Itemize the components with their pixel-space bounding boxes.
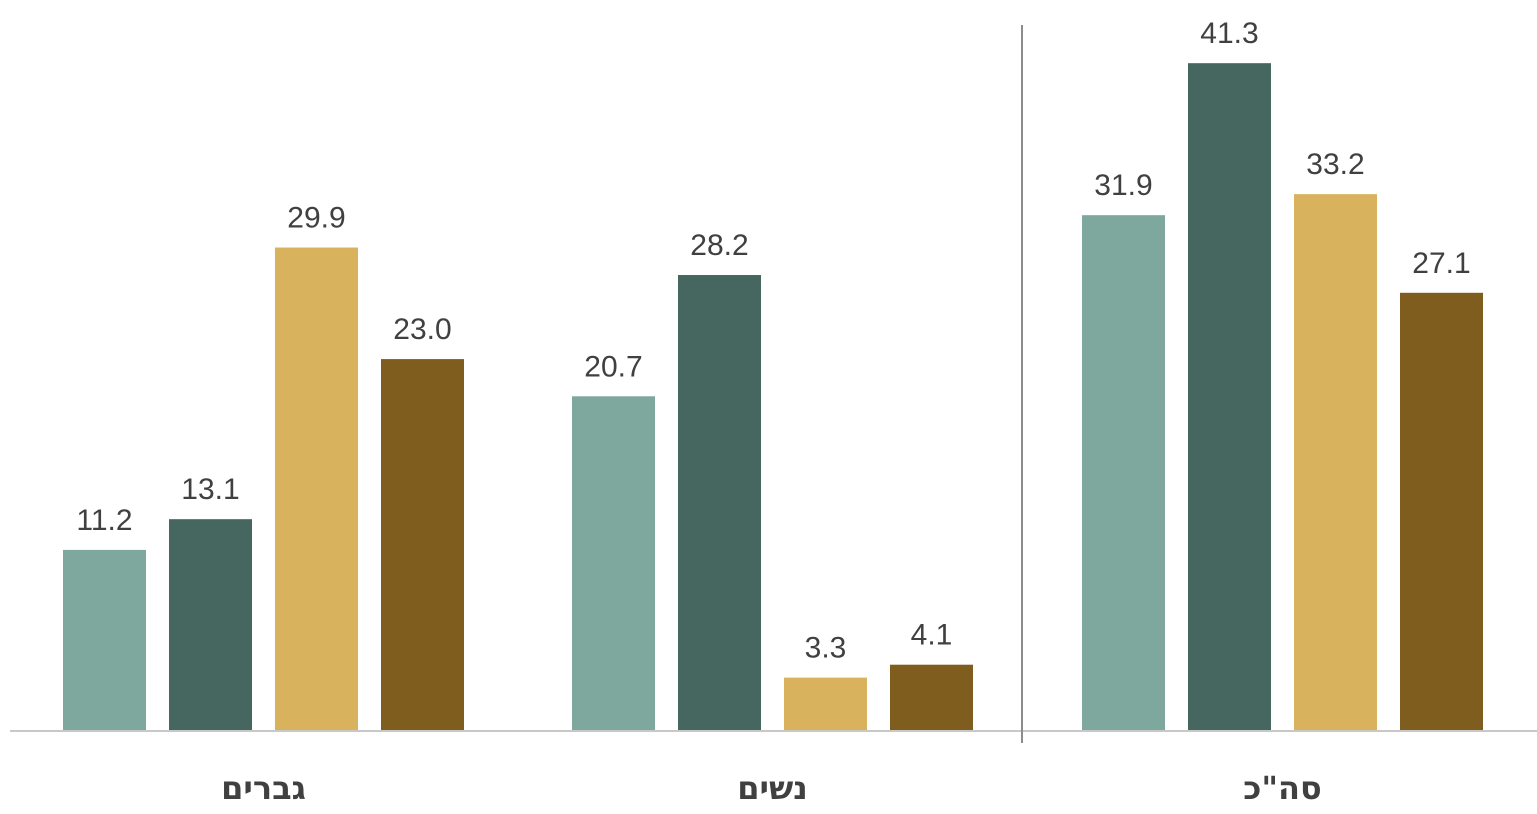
bar-g2-s3 xyxy=(1400,292,1483,731)
bar-g1-s2 xyxy=(784,677,867,731)
data-label-g1-s0: 20.7 xyxy=(584,350,642,383)
bar-g2-s0 xyxy=(1082,215,1165,731)
bar-g1-s0 xyxy=(572,396,655,731)
data-label-g0-s0: 11.2 xyxy=(76,504,132,537)
value-labels-layer: 11.2 13.1 29.9 23.0 20.7 28.2 3.3 4.1 31.9 41.3 33… xyxy=(76,17,1470,664)
category-label-2: סה"כ xyxy=(1243,769,1322,807)
data-label-g2-s3: 27.1 xyxy=(1412,247,1470,280)
bars-layer xyxy=(63,63,1483,731)
category-label-1: נשים xyxy=(737,769,807,807)
data-label-g0-s3: 23.0 xyxy=(393,313,451,346)
bar-g0-s2 xyxy=(275,247,358,731)
data-label-g1-s1: 28.2 xyxy=(690,229,748,262)
bar-g0-s0 xyxy=(63,549,146,731)
data-label-g0-s1: 13.1 xyxy=(181,473,239,506)
category-labels-layer: גברים נשים סה"כ xyxy=(221,769,1322,807)
bar-g0-s1 xyxy=(169,519,252,731)
data-label-g2-s2: 33.2 xyxy=(1306,148,1364,181)
data-label-g0-s2: 29.9 xyxy=(287,202,345,235)
bar-g2-s2 xyxy=(1294,194,1377,731)
data-label-g2-s1: 41.3 xyxy=(1200,17,1258,50)
category-label-0: גברים xyxy=(221,769,306,807)
bar-g1-s3 xyxy=(890,664,973,731)
data-label-g1-s2: 3.3 xyxy=(805,632,847,665)
bar-g1-s1 xyxy=(678,275,761,731)
bar-g2-s1 xyxy=(1188,63,1271,731)
bar-g0-s3 xyxy=(381,359,464,731)
data-label-g1-s3: 4.1 xyxy=(911,619,953,652)
data-label-g2-s0: 31.9 xyxy=(1094,169,1152,202)
